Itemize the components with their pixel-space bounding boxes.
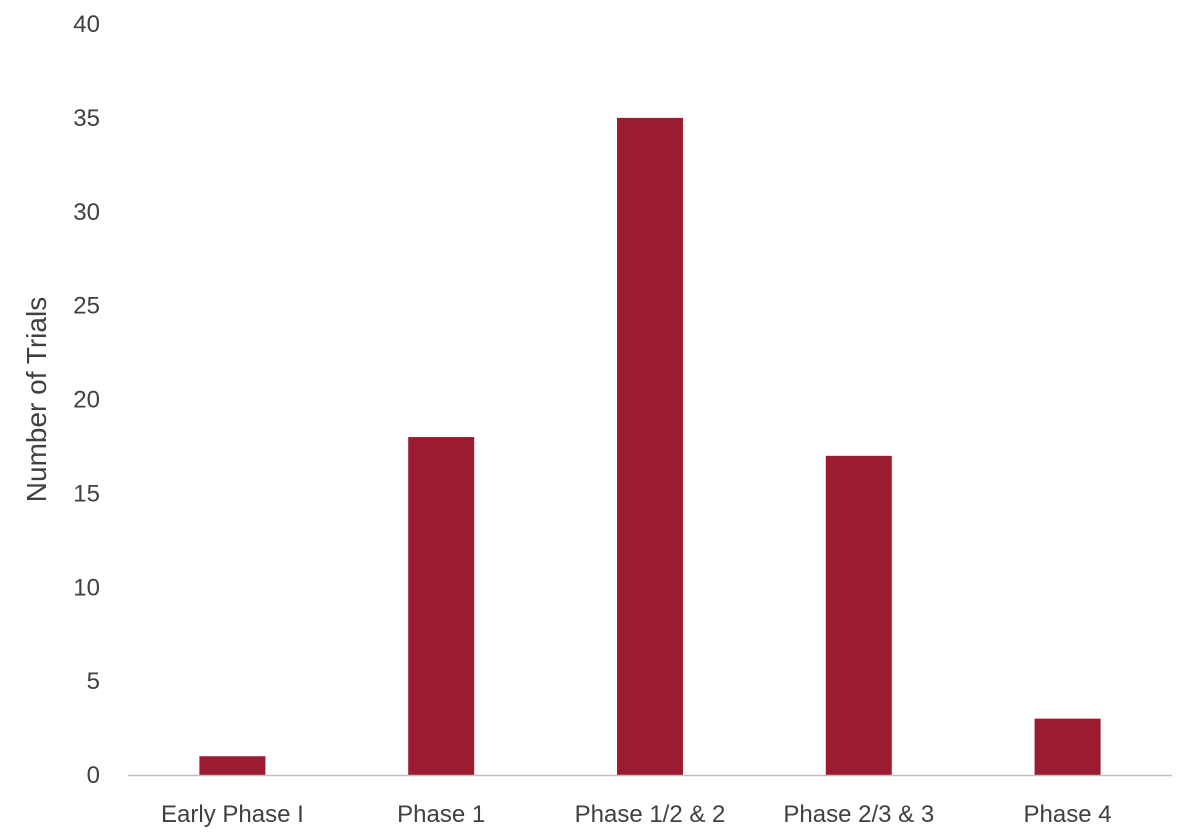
x-axis-ticks: Early Phase I Phase 1 Phase 1/2 & 2 Phase 2… — [161, 801, 1112, 828]
x-tick-label: Phase 1/2 & 2 — [575, 801, 726, 828]
x-tick-label: Phase 2/3 & 3 — [783, 801, 934, 828]
y-tick-label: 0 — [87, 762, 100, 789]
bar — [1034, 718, 1101, 775]
bar — [617, 117, 683, 775]
y-tick-label: 30 — [73, 199, 100, 226]
y-axis-label: Number of Trials — [21, 297, 52, 502]
bar — [825, 455, 892, 775]
y-tick-label: 40 — [73, 11, 100, 38]
y-axis-ticks: 0 5 10 15 20 25 30 35 40 — [73, 11, 100, 789]
y-tick-label: 15 — [73, 480, 100, 507]
bar — [199, 756, 266, 775]
y-tick-label: 20 — [73, 387, 100, 414]
bars-group — [199, 117, 1101, 775]
x-tick-label: Phase 1 — [397, 801, 485, 828]
x-tick-label: Early Phase I — [161, 801, 304, 828]
y-tick-label: 10 — [73, 574, 100, 601]
y-tick-label: 35 — [73, 105, 100, 132]
y-tick-label: 25 — [73, 293, 100, 320]
bar — [408, 437, 475, 775]
y-tick-label: 5 — [87, 668, 100, 695]
x-tick-label: Phase 4 — [1024, 801, 1112, 828]
